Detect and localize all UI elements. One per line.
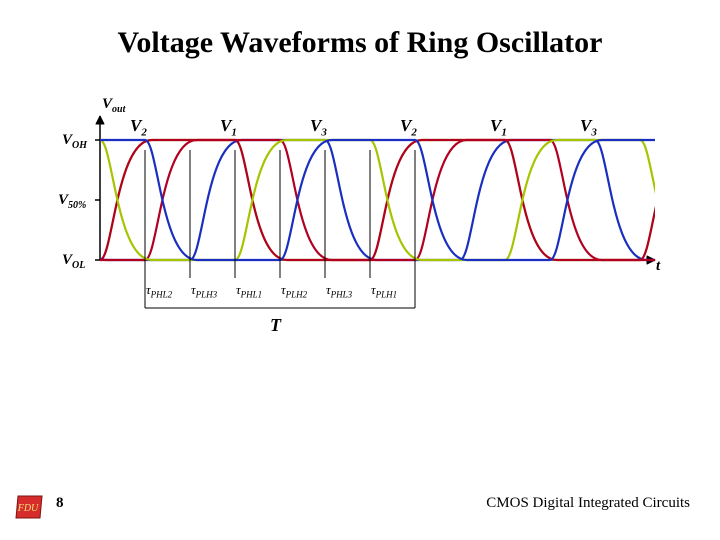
page-number: 8: [56, 495, 64, 512]
period-label-T: T: [270, 315, 281, 336]
voltage-label: V2: [400, 116, 417, 138]
label-t: t: [656, 258, 660, 275]
tau-label: τPLH1: [371, 282, 397, 300]
waveform-chart: Vout VOH V50% VOL t V2V1V3V2V1V3 τPHL2τP…: [70, 110, 670, 330]
voltage-label: V3: [580, 116, 597, 138]
svg-text:FDU: FDU: [17, 503, 39, 514]
voltage-label: V1: [220, 116, 237, 138]
slide: Voltage Waveforms of Ring Oscillator Vou…: [0, 0, 720, 540]
label-vout: Vout: [102, 96, 125, 115]
tau-label: τPLH3: [191, 282, 217, 300]
tau-label: τPHL2: [146, 282, 172, 300]
voltage-label: V3: [310, 116, 327, 138]
label-vol: VOL: [62, 252, 85, 271]
slide-title: Voltage Waveforms of Ring Oscillator: [0, 26, 720, 60]
university-logo-icon: FDU: [14, 494, 44, 520]
tau-label: τPLH2: [281, 282, 307, 300]
label-voh: VOH: [62, 132, 87, 151]
label-v50: V50%: [58, 192, 86, 211]
voltage-label: V1: [490, 116, 507, 138]
tau-label: τPHL1: [236, 282, 262, 300]
voltage-label: V2: [130, 116, 147, 138]
footer-text: CMOS Digital Integrated Circuits: [486, 495, 690, 512]
tau-label: τPHL3: [326, 282, 352, 300]
